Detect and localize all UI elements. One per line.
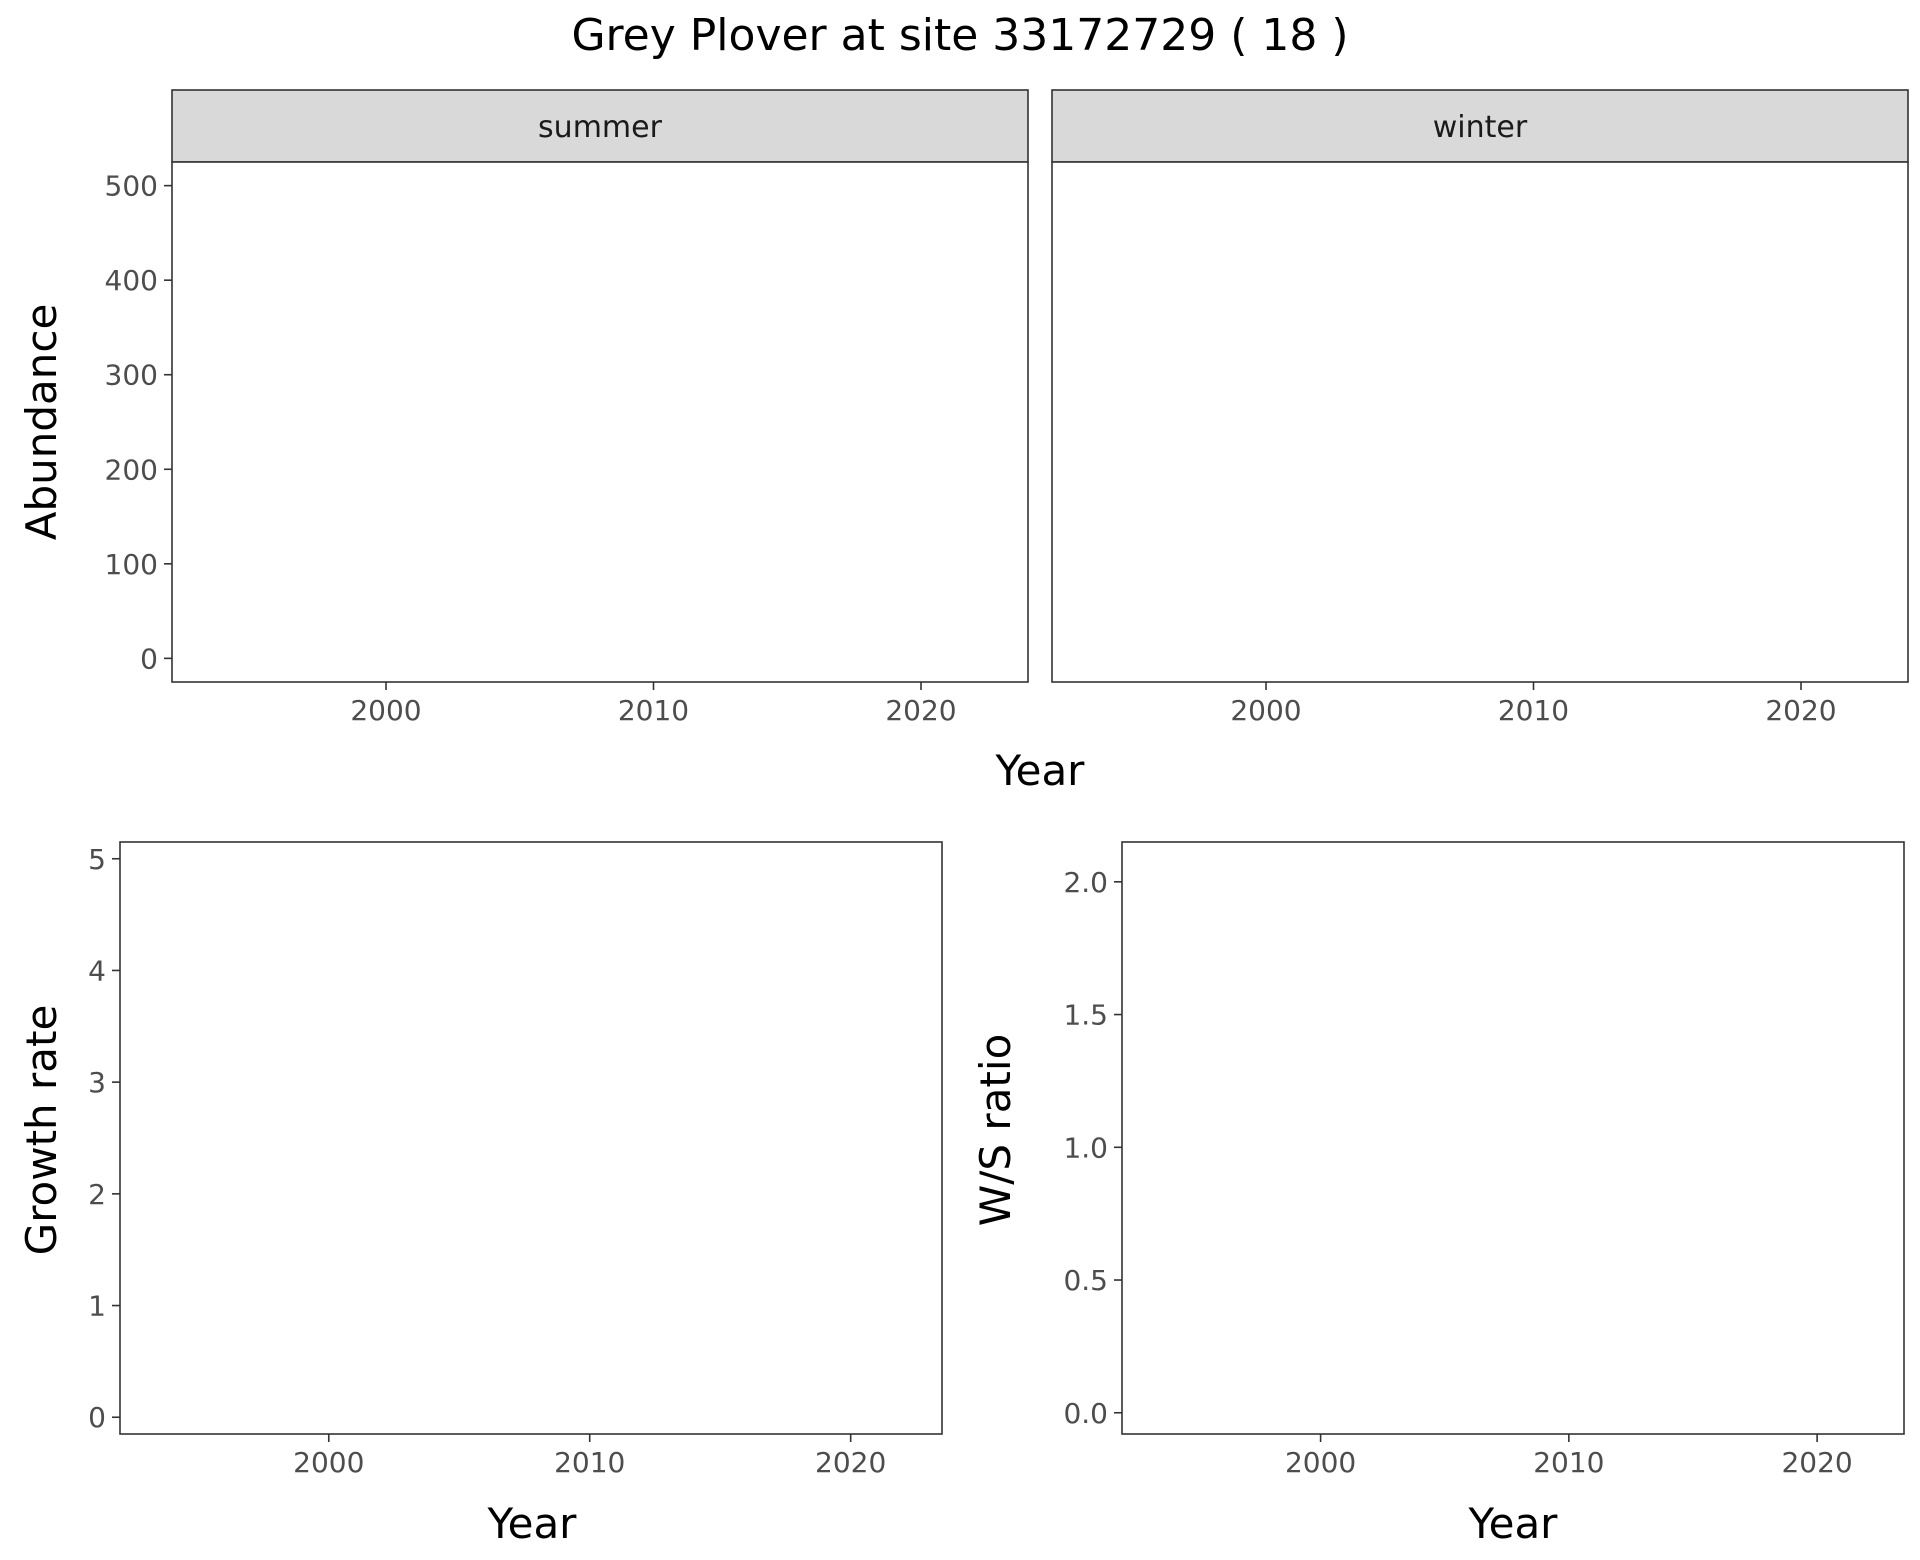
ratio-x-tick-label: 2020 [1781,1446,1852,1479]
summer-x-tick-label: 2020 [885,694,956,727]
ratio-y-axis-title: W/S ratio [971,1034,1020,1227]
summer-y-tick-label: 300 [105,359,158,392]
ratio-panel-border [1121,841,1905,1435]
winter-facet: winter 2000 2010 2020 [1051,89,1909,727]
abundance-x-axis-title: Year [995,746,1086,795]
ratio-y-tick-label: 1.5 [1063,999,1108,1032]
abundance-y-axis-title: Abundance [17,304,66,541]
ratio-y-tick-label: 2.0 [1063,866,1108,899]
growth-x-tick-label: 2020 [815,1446,886,1479]
ratio-panel: 2000 2010 2020 0.0 0.5 1.0 1.5 2.0 [1063,841,1905,1479]
summer-strip-label: summer [538,110,663,145]
ratio-x-tick-label: 2000 [1285,1446,1356,1479]
growth-y-tick-label: 5 [88,843,106,876]
winter-x-tick-label: 2000 [1230,694,1301,727]
growth-plot: 2000 2010 2020 0 1 2 3 4 5 Year Growth rate [17,841,943,1548]
growth-panel-border [119,841,943,1435]
growth-panel: 2000 2010 2020 0 1 2 3 4 5 [88,841,943,1479]
winter-x-tick-label: 2020 [1765,694,1836,727]
ratio-x-axis-title: Year [1468,1499,1559,1548]
summer-y-tick-label: 200 [105,453,158,486]
summer-y-tick-label: 0 [140,642,158,675]
summer-y-tick-label: 500 [105,170,158,203]
winter-panel: 2000 2010 2020 [1051,161,1909,727]
growth-y-tick-label: 2 [88,1178,106,1211]
winter-panel-border [1051,161,1909,683]
growth-y-tick-label: 4 [88,954,106,987]
winter-strip-label: winter [1433,110,1528,145]
growth-x-tick-label: 2010 [554,1446,625,1479]
summer-facet: summer 2000 2010 2020 0 100 200 300 400 500 [105,89,1029,727]
ratio-y-tick-label: 1.0 [1063,1131,1108,1164]
growth-y-axis-title: Growth rate [17,1005,66,1256]
growth-x-tick-label: 2000 [293,1446,364,1479]
growth-y-tick-label: 0 [88,1401,106,1434]
summer-strip [171,89,1029,163]
abundance-plot: summer 2000 2010 2020 0 100 200 300 400 500 wint… [17,89,1909,795]
ratio-y-tick-label: 0.0 [1063,1397,1108,1430]
summer-x-tick-label: 2010 [618,694,689,727]
ratio-y-tick-label: 0.5 [1063,1264,1108,1297]
summer-y-tick-label: 100 [105,548,158,581]
winter-strip [1051,89,1909,163]
growth-y-tick-label: 3 [88,1066,106,1099]
summer-panel-border [171,161,1029,683]
growth-y-tick-label: 1 [88,1290,106,1323]
winter-x-tick-label: 2010 [1498,694,1569,727]
summer-x-tick-label: 2000 [350,694,421,727]
summer-panel: 2000 2010 2020 0 100 200 300 400 500 [105,161,1029,727]
summer-y-tick-label: 400 [105,264,158,297]
growth-x-axis-title: Year [487,1499,578,1548]
ratio-x-tick-label: 2010 [1533,1446,1604,1479]
figure-title: Grey Plover at site 33172729 ( 18 ) [571,10,1348,61]
ratio-plot: 2000 2010 2020 0.0 0.5 1.0 1.5 2.0 Year W/S rat… [971,841,1905,1548]
